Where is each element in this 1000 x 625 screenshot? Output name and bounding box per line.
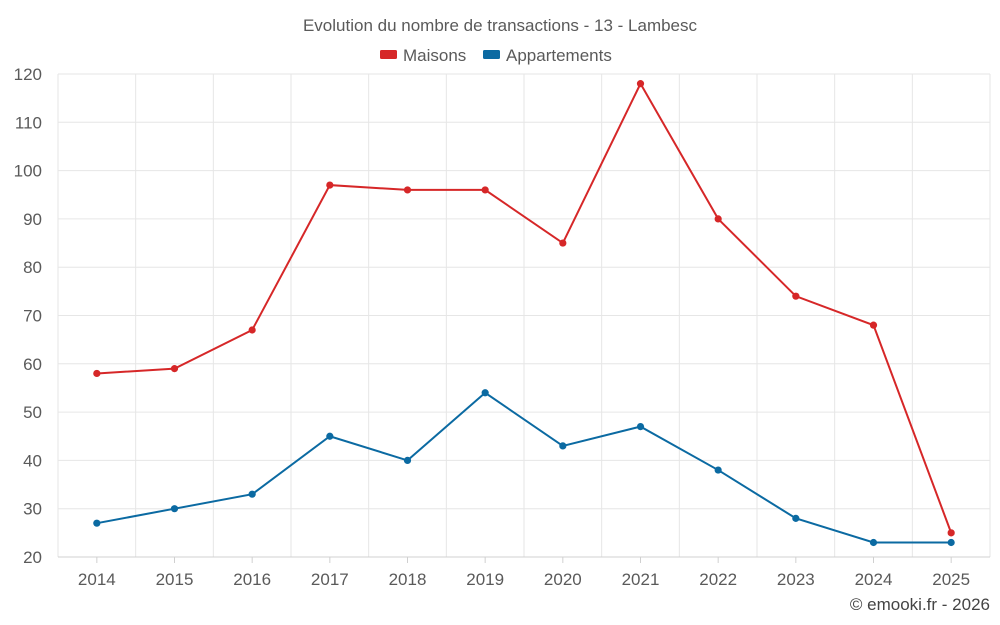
data-point-appartements xyxy=(170,505,179,513)
y-tick-label: 20 xyxy=(23,548,42,567)
data-point-appartements xyxy=(481,389,489,397)
data-point-maisons xyxy=(481,186,489,194)
y-tick-label: 40 xyxy=(23,451,42,470)
y-tick-label: 110 xyxy=(15,113,42,132)
y-tick-label: 90 xyxy=(23,210,42,229)
data-point-appartements xyxy=(636,422,645,431)
x-tick-label: 2025 xyxy=(932,570,970,589)
x-tick-label: 2020 xyxy=(544,570,582,589)
x-tick-label: 2023 xyxy=(777,570,815,589)
data-point-maisons xyxy=(559,239,567,247)
y-tick-label: 120 xyxy=(14,65,42,84)
data-point-appartements xyxy=(248,490,256,498)
y-tick-label: 70 xyxy=(23,307,42,326)
x-tick-label: 2015 xyxy=(156,570,194,589)
data-point-maisons xyxy=(93,369,101,378)
y-axis: 20 30 40 50 60 70 80 90 100 110 120 xyxy=(14,65,42,567)
legend-swatch-appartements xyxy=(483,50,500,59)
legend-swatch-maisons xyxy=(380,50,397,59)
data-point-maisons xyxy=(170,365,179,373)
y-tick-label: 30 xyxy=(23,500,42,519)
series-line-appartements xyxy=(96,391,952,544)
data-point-maisons xyxy=(636,80,645,88)
chart-title: Evolution du nombre de transactions - 13… xyxy=(303,16,698,35)
legend: Maisons Appartements xyxy=(380,46,612,65)
x-tick-label: 2016 xyxy=(233,570,271,589)
data-point-maisons xyxy=(403,186,412,194)
data-point-maisons xyxy=(947,529,955,537)
x-tick-label: 2014 xyxy=(78,570,116,589)
data-point-maisons xyxy=(248,326,256,334)
data-point-maisons xyxy=(869,321,878,329)
credit-text: © emooki.fr - 2026 xyxy=(850,595,990,614)
data-point-appartements xyxy=(792,514,800,522)
y-tick-label: 80 xyxy=(23,258,42,277)
x-tick-label: 2021 xyxy=(622,570,660,589)
x-tick-label: 2018 xyxy=(389,570,427,589)
data-point-appartements xyxy=(559,442,567,450)
data-point-appartements xyxy=(869,538,878,547)
series-layer xyxy=(93,80,955,547)
legend-label-maisons[interactable]: Maisons xyxy=(403,46,466,65)
x-axis: 2014 2015 2016 2017 2018 2019 2020 2021 2022 2023… xyxy=(78,557,970,589)
data-point-maisons xyxy=(792,292,800,300)
x-tick-label: 2022 xyxy=(699,570,737,589)
y-tick-label: 100 xyxy=(14,162,42,181)
data-point-appartements xyxy=(947,538,955,547)
data-point-maisons xyxy=(326,181,334,189)
y-tick-label: 50 xyxy=(23,403,42,422)
data-point-appartements xyxy=(403,456,412,464)
x-tick-label: 2024 xyxy=(855,570,893,589)
data-point-appartements xyxy=(714,466,722,474)
grid xyxy=(57,73,991,558)
data-point-maisons xyxy=(714,215,722,223)
x-tick-label: 2017 xyxy=(311,570,349,589)
data-point-appartements xyxy=(93,519,101,527)
legend-label-appartements[interactable]: Appartements xyxy=(506,46,612,65)
x-tick-label: 2019 xyxy=(466,570,504,589)
y-tick-label: 60 xyxy=(23,355,42,374)
series-line-maisons xyxy=(96,81,953,534)
data-point-appartements xyxy=(326,432,334,440)
